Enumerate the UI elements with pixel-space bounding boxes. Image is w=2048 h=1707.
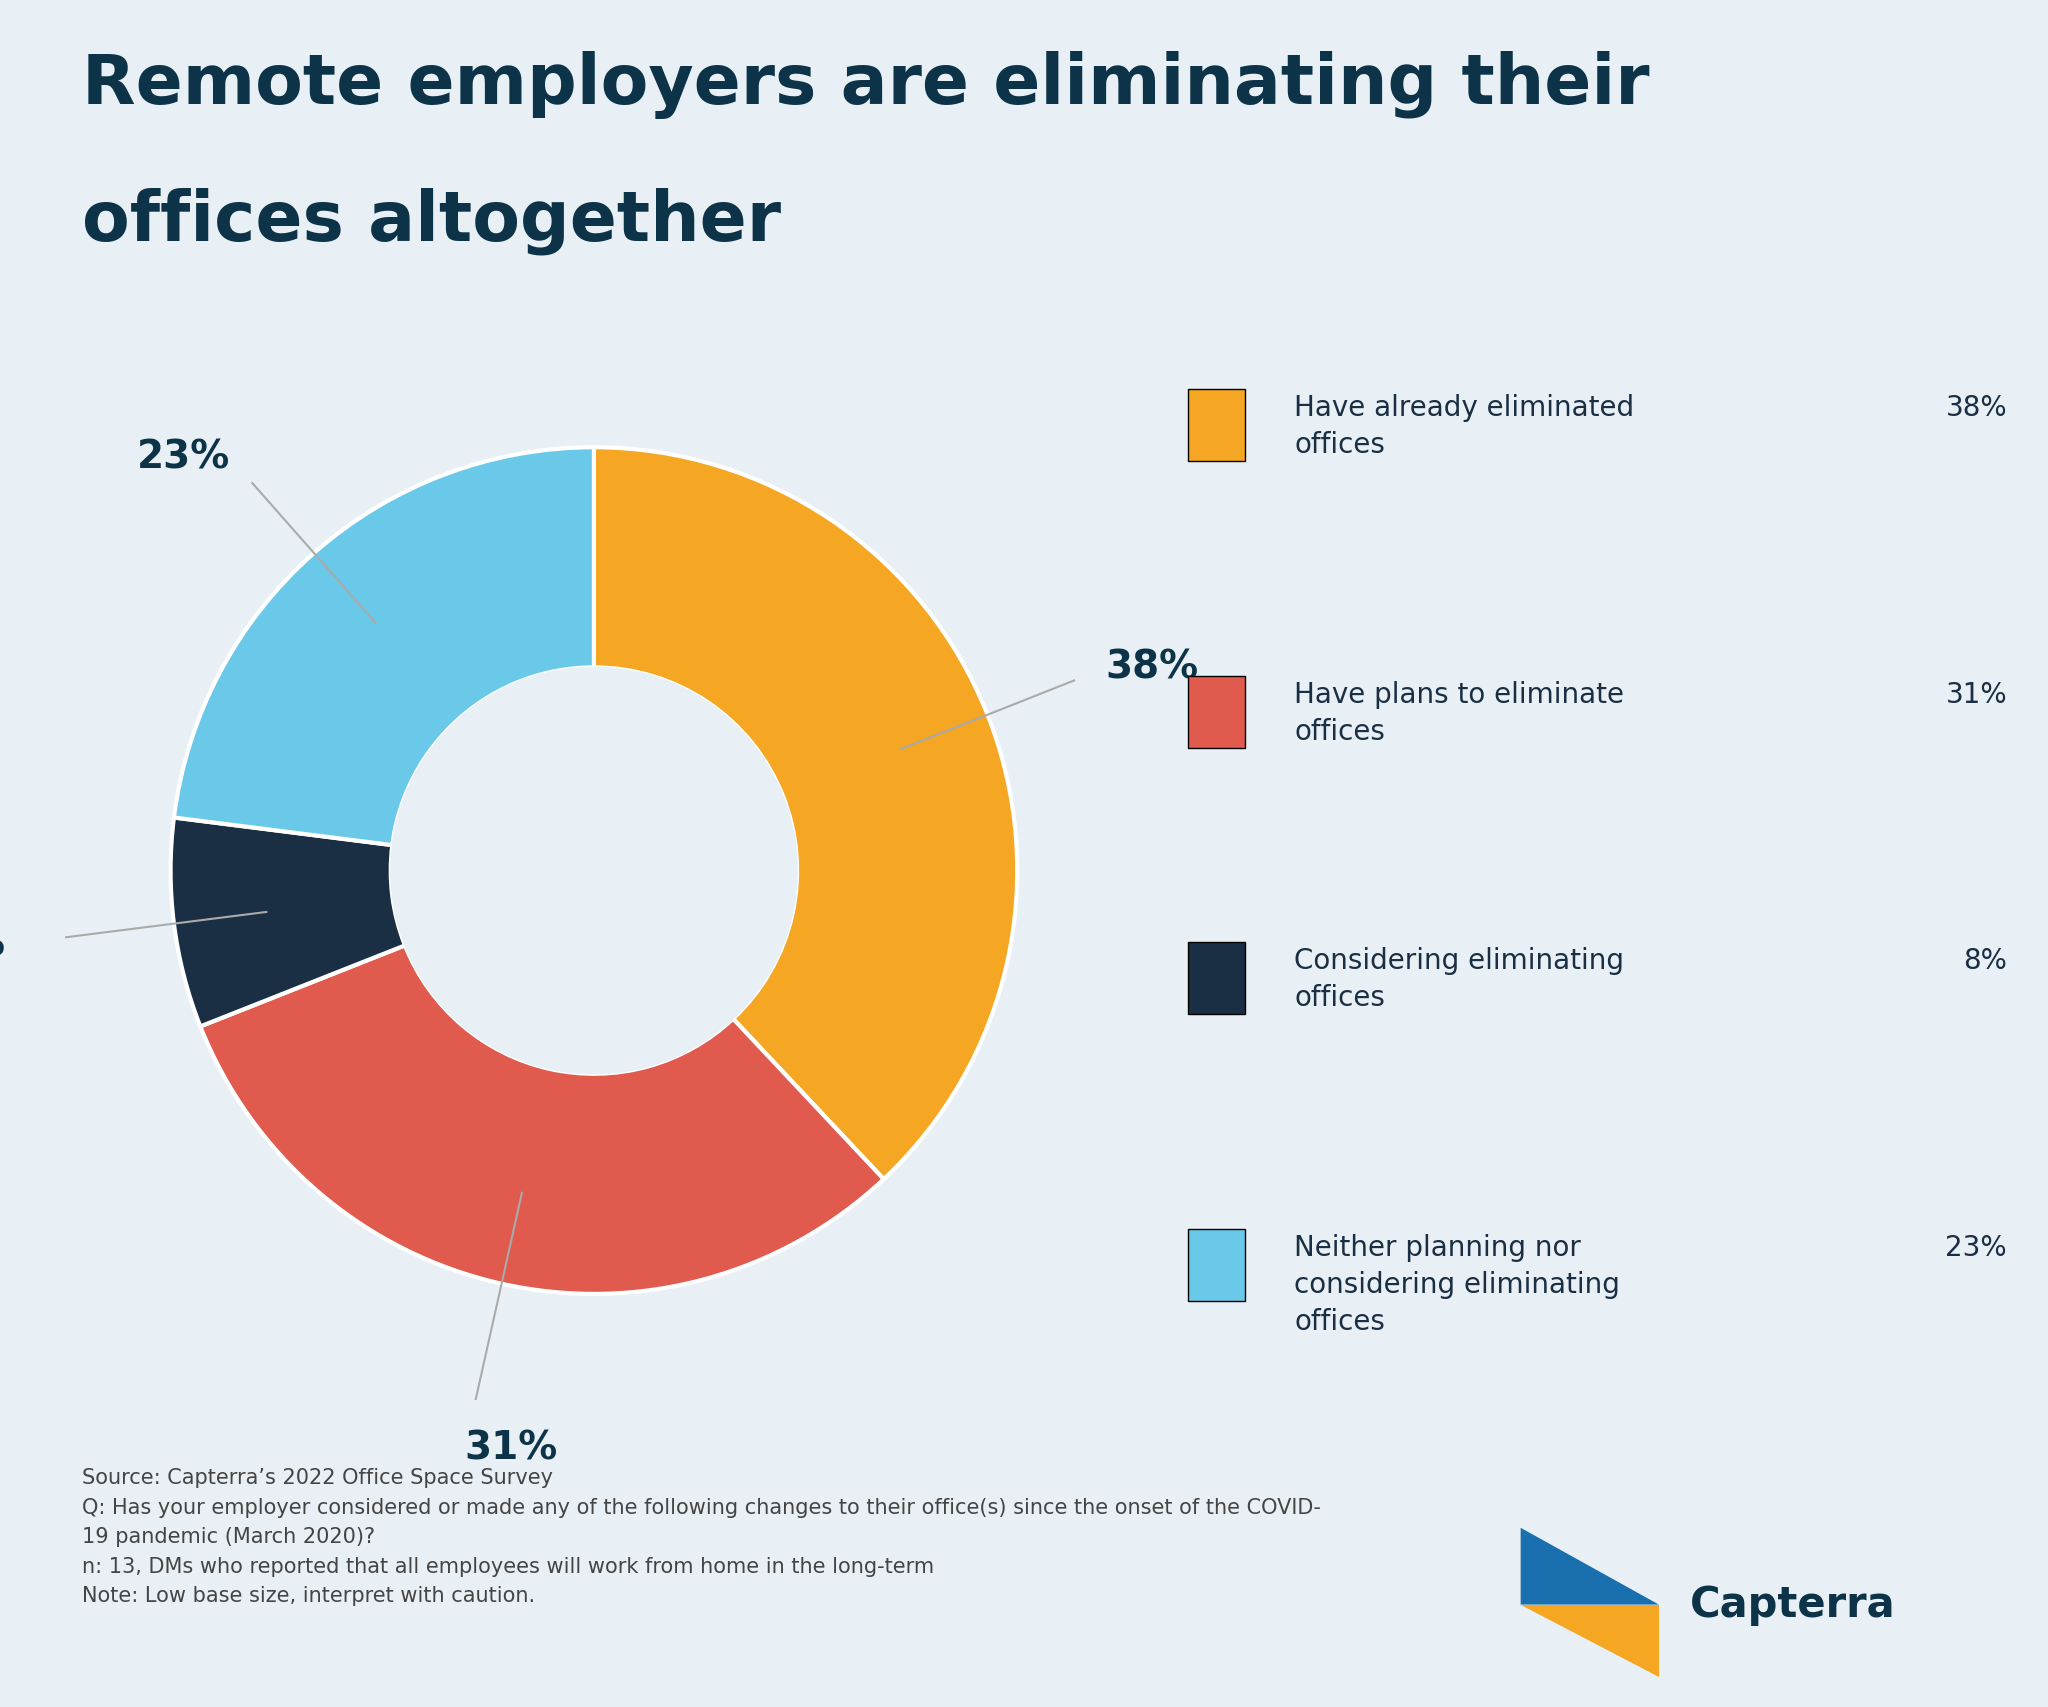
Wedge shape xyxy=(201,946,885,1294)
Text: Capterra: Capterra xyxy=(1690,1584,1894,1625)
Text: Considering eliminating
offices: Considering eliminating offices xyxy=(1294,947,1624,1012)
Polygon shape xyxy=(1520,1528,1659,1605)
FancyBboxPatch shape xyxy=(1188,676,1245,748)
Text: 23%: 23% xyxy=(137,439,229,476)
Text: Neither planning nor
considering eliminating
offices: Neither planning nor considering elimina… xyxy=(1294,1234,1620,1337)
Text: 8%: 8% xyxy=(1964,947,2007,975)
Text: 31%: 31% xyxy=(1946,681,2007,708)
Text: 31%: 31% xyxy=(465,1430,557,1468)
Wedge shape xyxy=(174,447,594,845)
Text: offices altogether: offices altogether xyxy=(82,188,780,256)
Wedge shape xyxy=(170,818,406,1026)
Text: Have plans to eliminate
offices: Have plans to eliminate offices xyxy=(1294,681,1624,746)
FancyBboxPatch shape xyxy=(1188,942,1245,1014)
Text: 8%: 8% xyxy=(0,925,6,964)
Text: 38%: 38% xyxy=(1106,649,1198,686)
FancyBboxPatch shape xyxy=(1188,389,1245,461)
FancyBboxPatch shape xyxy=(1188,1229,1245,1301)
Text: Remote employers are eliminating their: Remote employers are eliminating their xyxy=(82,51,1649,119)
Text: 23%: 23% xyxy=(1946,1234,2007,1261)
Text: 38%: 38% xyxy=(1946,394,2007,422)
Text: Source: Capterra’s 2022 Office Space Survey
Q: Has your employer considered or m: Source: Capterra’s 2022 Office Space Sur… xyxy=(82,1468,1321,1606)
Circle shape xyxy=(391,667,797,1074)
Wedge shape xyxy=(594,447,1018,1180)
Polygon shape xyxy=(1520,1605,1659,1676)
Text: Have already eliminated
offices: Have already eliminated offices xyxy=(1294,394,1634,459)
